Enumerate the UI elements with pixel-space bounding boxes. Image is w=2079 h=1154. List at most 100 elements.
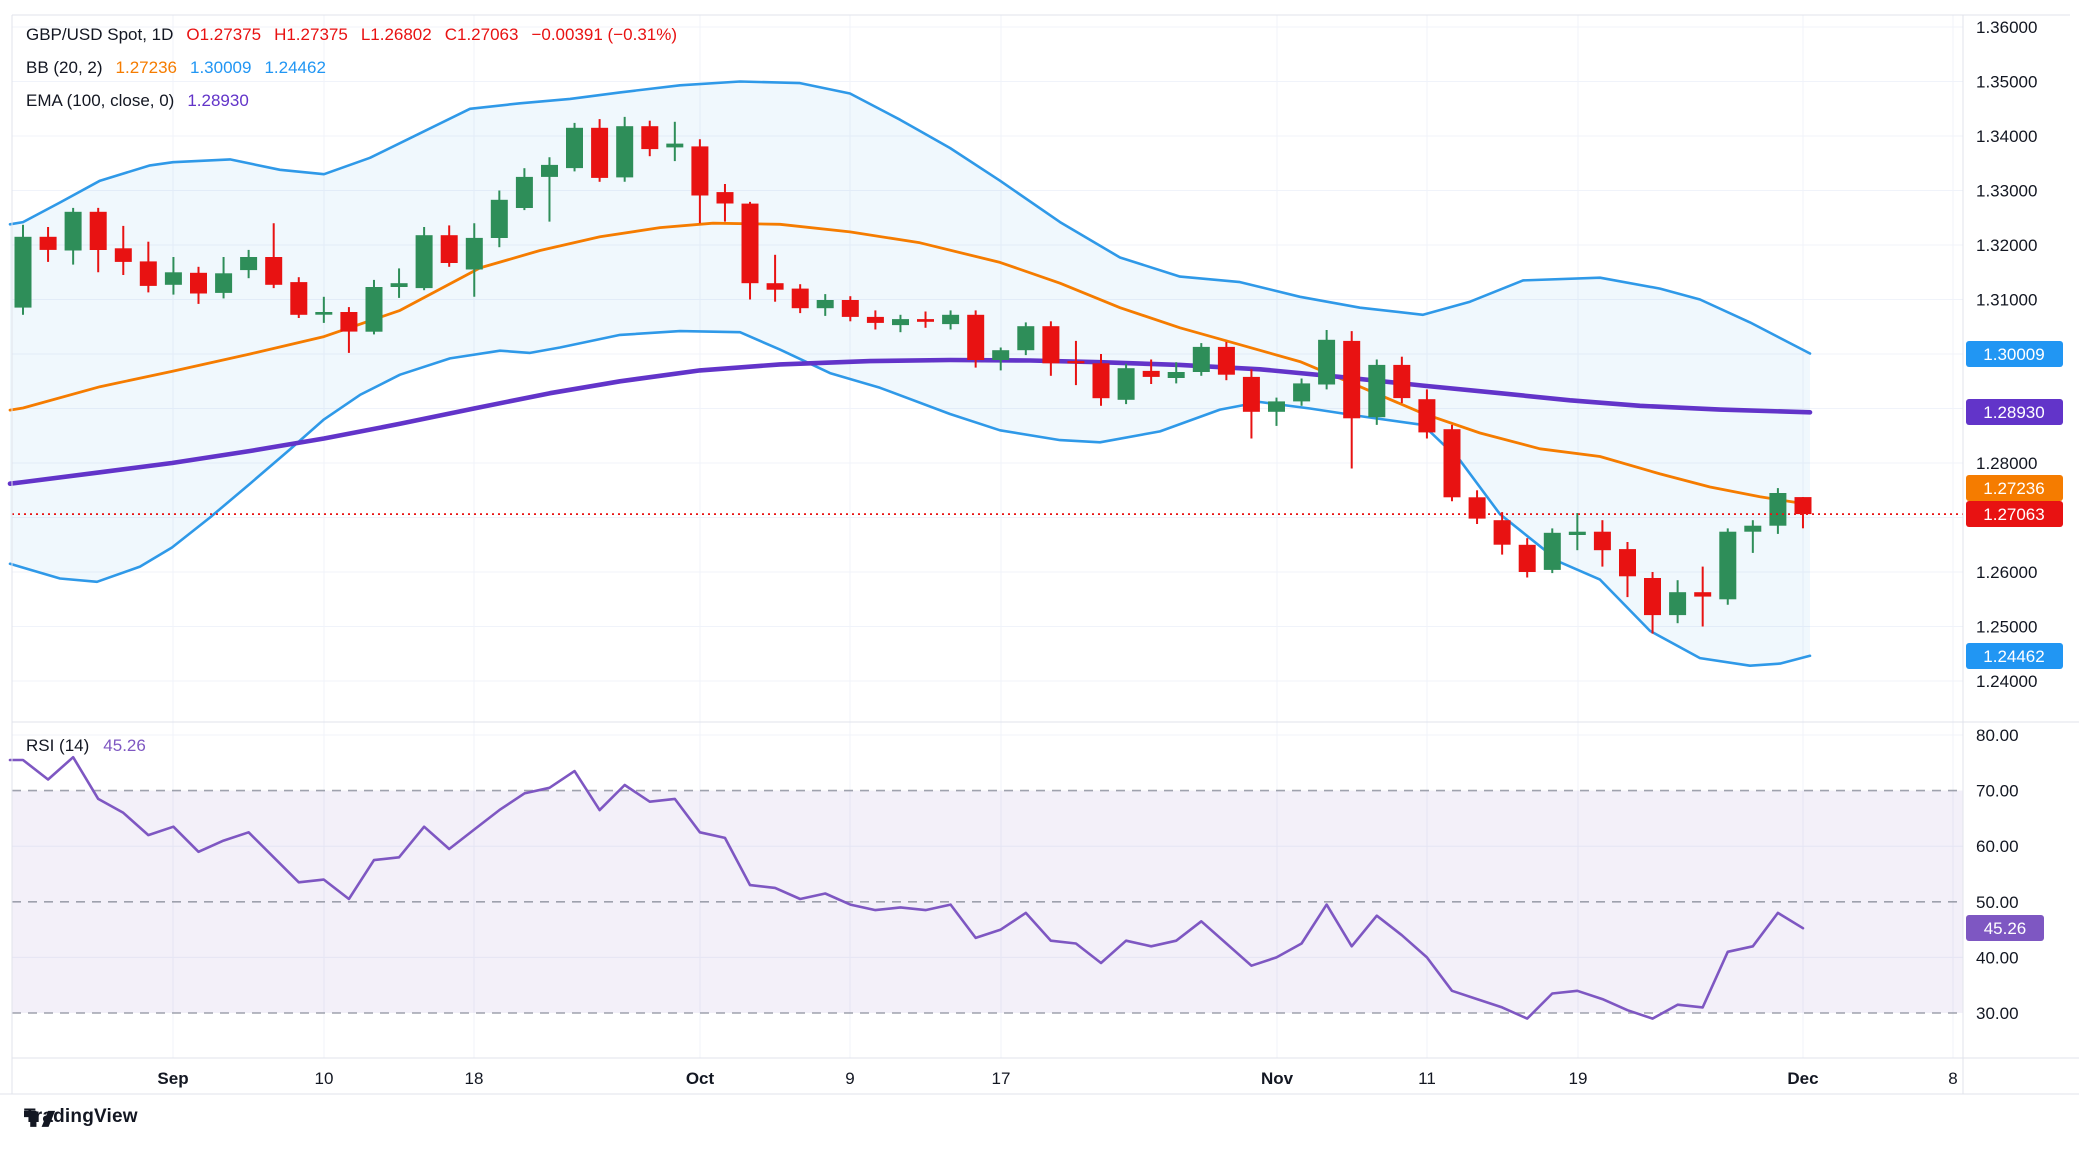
candle[interactable] [1017, 322, 1035, 356]
candle[interactable] [1092, 354, 1110, 406]
candle[interactable] [1393, 356, 1411, 404]
candle[interactable] [1318, 330, 1336, 390]
tradingview-logo[interactable]: TradingView [24, 1106, 138, 1128]
candle[interactable] [1769, 488, 1787, 534]
ohlc-high: H1.27375 [274, 24, 348, 44]
candle[interactable] [1644, 572, 1661, 634]
candle[interactable] [1217, 342, 1235, 381]
candle[interactable] [1268, 397, 1285, 426]
rsi-line [8, 755, 1805, 1020]
candle[interactable] [290, 277, 308, 318]
candle[interactable] [1619, 542, 1636, 598]
legend-ema-row[interactable]: EMA (100, close, 0) 1.28930 [26, 84, 677, 117]
price-tick-label: 1.33000 [1976, 182, 2037, 201]
candle[interactable] [1343, 331, 1361, 469]
candle[interactable] [892, 314, 909, 333]
candle[interactable] [591, 119, 609, 182]
rsi-axis[interactable]: 80.00 70.00 60.00 50.00 40.00 30.00 45.26 [1966, 726, 2044, 1023]
time-axis[interactable]: Sep 10 18 Oct 9 17 Nov 11 19 Dec 8 [157, 1069, 1957, 1088]
candle[interactable] [791, 284, 809, 314]
candle[interactable] [1694, 566, 1712, 627]
legend-symbol-row[interactable]: GBP/USD Spot, 1D O1.27375 H1.27375 L1.26… [26, 18, 677, 51]
candle[interactable] [440, 225, 458, 267]
candle[interactable] [1719, 528, 1737, 605]
candle[interactable] [1669, 580, 1687, 624]
candle[interactable] [866, 310, 884, 330]
candle[interactable] [190, 266, 207, 304]
candle[interactable] [641, 120, 659, 157]
rsi-tick-label: 80.00 [1976, 726, 2019, 745]
candle[interactable] [1167, 362, 1185, 384]
candle[interactable] [1117, 363, 1135, 405]
candle[interactable] [1543, 528, 1561, 574]
candle[interactable] [716, 184, 734, 222]
candle[interactable] [766, 254, 784, 302]
candle[interactable] [89, 207, 107, 273]
candle[interactable] [616, 116, 634, 182]
chart-frame [0, 14, 2079, 1095]
svg-text:1.30009: 1.30009 [1983, 345, 2044, 364]
candle[interactable] [64, 207, 82, 265]
candle[interactable] [566, 122, 583, 172]
candle[interactable] [1192, 343, 1210, 376]
rsi-value: 45.26 [103, 736, 146, 755]
candle[interactable] [515, 168, 533, 211]
price-axis[interactable]: 1.36000 1.35000 1.34000 1.33000 1.32000 1.310… [1966, 18, 2063, 691]
candle[interactable] [114, 225, 132, 275]
candle[interactable] [1293, 378, 1311, 406]
ema-title: EMA (100, close, 0) [26, 90, 175, 110]
candle[interactable] [1593, 520, 1611, 567]
candle[interactable] [1493, 512, 1511, 555]
candle[interactable] [1067, 340, 1085, 386]
candle[interactable] [490, 190, 508, 248]
time-tick-label: 9 [845, 1069, 854, 1088]
tradingview-logo-icon [24, 1110, 56, 1127]
candle[interactable] [390, 268, 408, 298]
price-tick-label: 1.24000 [1976, 672, 2037, 691]
candle[interactable] [1568, 513, 1586, 551]
candle[interactable] [1794, 497, 1812, 529]
candle[interactable] [14, 224, 32, 315]
bb-upper-line [8, 80, 1812, 355]
candle[interactable] [415, 227, 433, 291]
rsi-legend[interactable]: RSI (14) 45.26 [26, 736, 146, 756]
candle[interactable] [139, 241, 157, 293]
candle[interactable] [666, 121, 684, 162]
legend-bb-row[interactable]: BB (20, 2) 1.27236 1.30009 1.24462 [26, 51, 677, 84]
candle[interactable] [340, 307, 358, 353]
candle[interactable] [741, 201, 759, 300]
candle[interactable] [816, 294, 834, 316]
candle[interactable] [240, 249, 258, 279]
svg-text:45.26: 45.26 [1984, 919, 2027, 938]
candle[interactable] [164, 257, 182, 295]
candle[interactable] [1368, 359, 1386, 425]
candle[interactable] [315, 296, 333, 323]
candle[interactable] [465, 223, 483, 297]
candle[interactable] [992, 347, 1010, 371]
candle[interactable] [1468, 490, 1486, 524]
candle[interactable] [39, 227, 57, 262]
candle[interactable] [1443, 424, 1461, 502]
ohlc-low: L1.26802 [360, 24, 432, 44]
candle[interactable] [1042, 321, 1060, 376]
candle[interactable] [365, 279, 383, 335]
candle[interactable] [942, 310, 960, 330]
candle[interactable] [215, 257, 233, 299]
svg-text:1.24462: 1.24462 [1983, 647, 2044, 666]
candle[interactable] [541, 157, 558, 222]
svg-text:1.27236: 1.27236 [1983, 479, 2044, 498]
candle[interactable] [967, 310, 985, 368]
candle[interactable] [1744, 520, 1762, 553]
candle[interactable] [841, 296, 859, 322]
bb-basis-value: 1.27236 [115, 57, 177, 77]
candle[interactable] [1242, 369, 1260, 439]
candle[interactable] [1418, 389, 1436, 439]
candle[interactable] [1518, 538, 1536, 578]
candle[interactable] [691, 139, 709, 224]
bb-title: BB (20, 2) [26, 57, 103, 77]
candle[interactable] [1142, 359, 1160, 385]
rsi-tick-label: 40.00 [1976, 948, 2019, 967]
candle[interactable] [265, 223, 283, 289]
candle[interactable] [917, 311, 934, 328]
